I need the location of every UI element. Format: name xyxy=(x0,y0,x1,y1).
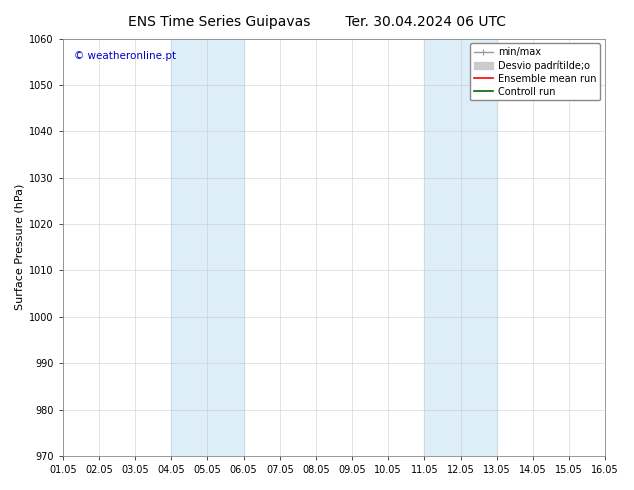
Bar xyxy=(424,39,496,456)
Y-axis label: Surface Pressure (hPa): Surface Pressure (hPa) xyxy=(15,184,25,311)
Bar xyxy=(171,39,243,456)
Text: © weatheronline.pt: © weatheronline.pt xyxy=(74,51,176,61)
Text: ENS Time Series Guipavas        Ter. 30.04.2024 06 UTC: ENS Time Series Guipavas Ter. 30.04.2024… xyxy=(128,15,506,29)
Legend: min/max, Desvio padrítilde;o, Ensemble mean run, Controll run: min/max, Desvio padrítilde;o, Ensemble m… xyxy=(470,44,600,100)
